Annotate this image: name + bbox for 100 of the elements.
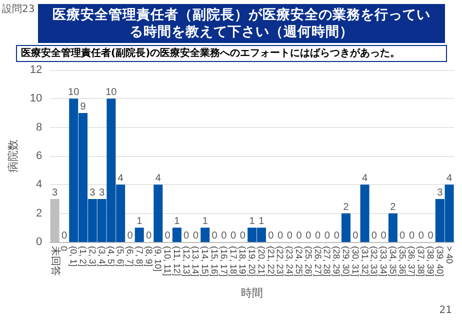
data-label: 0 [371, 230, 378, 242]
x-tick-label: (6, 7] [124, 246, 135, 267]
x-tick-label: (22, 23] [275, 246, 286, 277]
y-tick-label: 12 [30, 64, 42, 76]
data-label: 0 [400, 230, 406, 242]
x-tick-label: (3, 4] [96, 246, 107, 267]
data-label: 0 [418, 230, 424, 242]
x-tick-label: (30, 31] [350, 246, 360, 277]
y-tick-label: 2 [36, 207, 42, 220]
x-tick-label: (32, 33] [369, 246, 380, 277]
x-tick-label: (29, 30] [340, 246, 351, 277]
x-tick-label: (11, 12] [172, 246, 182, 276]
x-tick-label: 0 [59, 246, 70, 252]
bar [388, 213, 398, 242]
chart-subtitle: 医療安全管理責任者(副院長)の医療安全業務へのエフォートにはばらつきがあった。 [16, 45, 447, 62]
x-tick-label: (7, 8] [134, 246, 144, 267]
chart-title: 医療安全管理責任者（副院長）が医療安全の業務を行っている時間を教えて下さい（週何時間） [52, 6, 432, 40]
bar [154, 184, 163, 242]
data-label: 0 [230, 230, 236, 242]
x-tick-label: > 40 [444, 246, 454, 264]
data-label: 0 [296, 230, 302, 242]
data-label: 0 [268, 230, 274, 242]
data-label: 0 [192, 230, 199, 242]
x-tick-label: (18, 19] [238, 246, 248, 277]
x-tick-label: (38, 39] [426, 246, 436, 277]
x-tick-label: (35, 36] [397, 246, 408, 277]
data-label: 4 [155, 173, 162, 184]
data-label: 0 [146, 230, 152, 242]
data-label: 3 [52, 188, 58, 198]
y-tick-label: 6 [36, 150, 42, 162]
data-label: 1 [249, 216, 256, 228]
data-label: 10 [68, 87, 80, 98]
text: 21 [439, 305, 452, 316]
data-label: 1 [136, 216, 143, 228]
data-label: 0 [380, 230, 387, 242]
data-label: 0 [286, 230, 293, 242]
x-tick-label: (0, 1] [68, 246, 79, 267]
text: 設問23 [2, 2, 35, 16]
data-label: 0 [352, 230, 359, 242]
x-tick-label: 未回答 [49, 246, 62, 276]
x-tick-label: (14, 15] [200, 246, 210, 277]
data-label: 4 [362, 173, 368, 184]
data-label: 3 [437, 188, 444, 198]
data-label: 4 [446, 173, 453, 184]
y-tick-label: 10 [30, 92, 42, 105]
data-label: 0 [324, 230, 330, 242]
x-tick-label: (17, 18] [228, 246, 238, 277]
data-label: 0 [315, 230, 322, 242]
data-label: 2 [390, 202, 396, 213]
data-label: 0 [212, 230, 218, 242]
data-label: 4 [118, 173, 124, 184]
x-tick-label: (24, 25] [294, 246, 304, 277]
x-tick-label: (13, 14] [190, 246, 201, 277]
data-label: 2 [343, 202, 350, 213]
y-tick-label: 4 [36, 178, 42, 191]
data-label: 0 [428, 230, 434, 242]
bar [341, 213, 350, 242]
x-axis-title: 時間 [241, 286, 264, 300]
data-label: 0 [408, 230, 415, 242]
bar [360, 184, 370, 242]
data-label: 0 [334, 230, 340, 242]
bar [172, 228, 182, 242]
data-label: 0 [164, 230, 171, 242]
data-label: 0 [221, 230, 228, 242]
data-label: 1 [202, 216, 208, 228]
x-tick-label: (34, 35] [388, 246, 398, 277]
bar [134, 228, 144, 242]
data-label: 0 [61, 230, 68, 242]
x-tick-label: (12, 13] [181, 246, 192, 277]
y-axis-title: 病院数 [6, 140, 20, 172]
data-label: 1 [258, 216, 265, 228]
data-label: 0 [277, 230, 284, 242]
bar [200, 228, 210, 242]
x-tick-label: (16, 17] [218, 246, 229, 277]
x-tick-label: (10, 11] [162, 246, 173, 276]
data-label: 3 [90, 188, 96, 198]
x-tick-label: (8, 9] [144, 246, 154, 267]
x-tick-label: (33, 34] [378, 246, 389, 277]
data-label: 0 [127, 230, 134, 242]
x-tick-label: (5, 6] [116, 246, 126, 267]
x-tick-label: (2, 3] [87, 246, 98, 267]
x-tick-label: (37, 38] [416, 246, 426, 277]
x-tick-label: (4, 5] [106, 246, 116, 267]
x-tick-label: (27, 28] [322, 246, 332, 277]
data-label: 0 [184, 230, 190, 242]
x-tick-label: (25, 26] [303, 246, 314, 277]
data-label: 1 [174, 216, 180, 228]
data-label: 3 [99, 188, 106, 198]
x-tick-label: (39, 40] [434, 246, 445, 277]
x-tick-label: (15, 16] [210, 246, 220, 277]
x-tick-label: (19, 20] [247, 246, 258, 277]
x-tick-label: (1, 2] [78, 246, 88, 267]
y-tick-label: 0 [36, 236, 42, 248]
x-tick-label: (36, 37] [406, 246, 417, 277]
data-label: 9 [80, 102, 86, 112]
data-label: 10 [106, 87, 118, 98]
x-tick-label: (20, 21] [256, 246, 266, 277]
data-label: 0 [240, 230, 246, 242]
x-tick-label: (9, 10] [153, 246, 164, 272]
x-tick-label: (26, 27] [312, 246, 323, 277]
